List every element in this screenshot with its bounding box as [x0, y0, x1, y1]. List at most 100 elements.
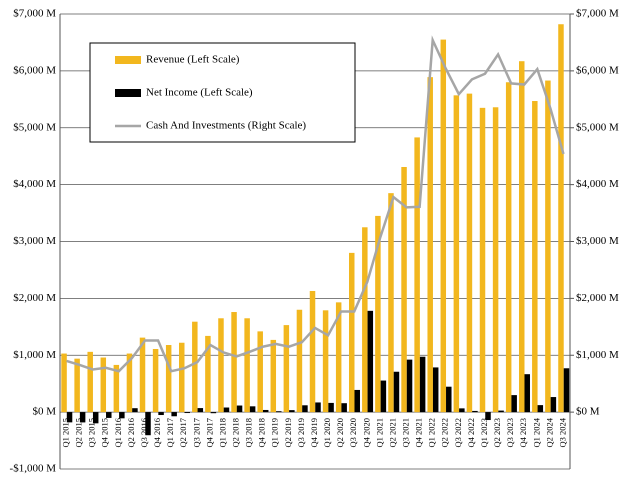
x-tick-label: Q2 2024 [544, 417, 554, 447]
bar [341, 403, 347, 413]
x-tick-label: Q2 2017 [178, 418, 188, 448]
bar [179, 342, 185, 413]
bar [492, 107, 499, 413]
x-tick-label: Q3 2022 [453, 418, 463, 448]
bar [126, 353, 133, 413]
bar [223, 407, 230, 413]
x-tick-label: Q3 2015 [87, 418, 97, 448]
bar [401, 166, 407, 413]
bar [276, 411, 282, 413]
bar [87, 351, 93, 413]
bar [498, 410, 504, 413]
bar [61, 353, 67, 413]
bar [393, 371, 400, 413]
bar [236, 405, 243, 413]
bar [283, 325, 290, 413]
bar [210, 412, 217, 414]
x-tick-label: Q3 2020 [348, 418, 358, 448]
y-tick-label: $1,000 M [13, 349, 56, 361]
bar [113, 364, 120, 413]
legend-label: Revenue (Left Scale) [146, 54, 240, 66]
x-tick-label: Q1 2022 [427, 418, 437, 448]
bar [100, 357, 107, 413]
x-tick-label: Q4 2017 [204, 418, 214, 448]
y-tick-label: $5,000 M [13, 121, 56, 133]
bar [66, 412, 73, 423]
x-tick-label: Q3 2023 [505, 418, 515, 448]
y2-tick-label: $3,000 M [576, 235, 619, 247]
bar [79, 412, 86, 423]
bar [367, 310, 374, 413]
y-tick-label: $7,000 M [13, 8, 56, 20]
bar [459, 408, 465, 413]
x-tick-label: Q2 2019 [283, 418, 293, 448]
y-tick-label: -$1,000 M [10, 463, 57, 475]
bar [375, 215, 381, 413]
bar [171, 412, 177, 417]
bar [354, 389, 360, 413]
y-tick-label: $0 M [32, 406, 56, 418]
bar [309, 290, 316, 413]
x-tick-label: Q4 2021 [414, 418, 424, 448]
x-tick-label: Q2 2016 [126, 418, 136, 448]
bar [349, 252, 355, 413]
x-tick-label: Q2 2022 [440, 418, 450, 448]
bar [322, 310, 329, 413]
y-tick-label: $4,000 M [13, 178, 56, 190]
bar [270, 339, 277, 413]
x-tick-label: Q1 2020 [322, 418, 332, 448]
x-tick-label: Q3 2019 [296, 418, 306, 448]
y-tick-label: $3,000 M [13, 235, 56, 247]
x-tick-label: Q1 2017 [165, 418, 175, 448]
x-tick-label: Q4 2023 [518, 418, 528, 448]
x-tick-label: Q3 2021 [400, 418, 410, 448]
bar [414, 137, 420, 413]
bar [380, 380, 387, 413]
y2-tick-label: $6,000 M [576, 64, 619, 76]
bar [432, 367, 439, 413]
bar [550, 397, 557, 413]
bar [453, 95, 460, 413]
bar [532, 101, 538, 413]
x-tick-label: Q2 2018 [230, 418, 240, 448]
x-tick-label: Q1 2019 [270, 418, 280, 448]
bar [537, 405, 544, 413]
bar [184, 412, 190, 414]
bar [335, 302, 342, 413]
bar [165, 345, 172, 413]
bar [388, 193, 394, 413]
bar [519, 61, 525, 413]
bar [558, 24, 564, 413]
x-tick-label: Q1 2021 [374, 418, 384, 448]
x-tick-label: Q1 2016 [113, 418, 123, 448]
x-tick-label: Q1 2024 [531, 417, 541, 447]
bar [257, 331, 263, 413]
bar [192, 321, 198, 413]
y2-tick-label: $7,000 M [576, 8, 619, 20]
bar [74, 358, 80, 413]
x-tick-label: Q4 2016 [152, 418, 162, 448]
x-tick-label: Q4 2022 [466, 418, 476, 448]
bar [139, 337, 146, 413]
y2-tick-label: $0 M [576, 406, 600, 418]
bar [132, 408, 138, 413]
bar [106, 412, 112, 418]
bar [249, 406, 256, 413]
x-tick-label: Q1 2023 [479, 418, 489, 448]
y2-tick-label: $4,000 M [576, 178, 619, 190]
line [66, 35, 565, 373]
bar [92, 412, 99, 424]
bar [231, 312, 237, 413]
bar [362, 227, 368, 413]
x-tick-label: Q4 2015 [100, 418, 110, 448]
bar [205, 335, 211, 413]
bar [545, 80, 551, 413]
bar [466, 93, 473, 413]
bar [472, 410, 478, 413]
x-tick-label: Q2 2023 [492, 418, 502, 448]
x-tick-label: Q2 2021 [387, 418, 397, 448]
y2-tick-label: $1,000 M [576, 349, 619, 361]
bar [328, 402, 334, 413]
bar [302, 405, 308, 413]
bar [524, 374, 530, 413]
